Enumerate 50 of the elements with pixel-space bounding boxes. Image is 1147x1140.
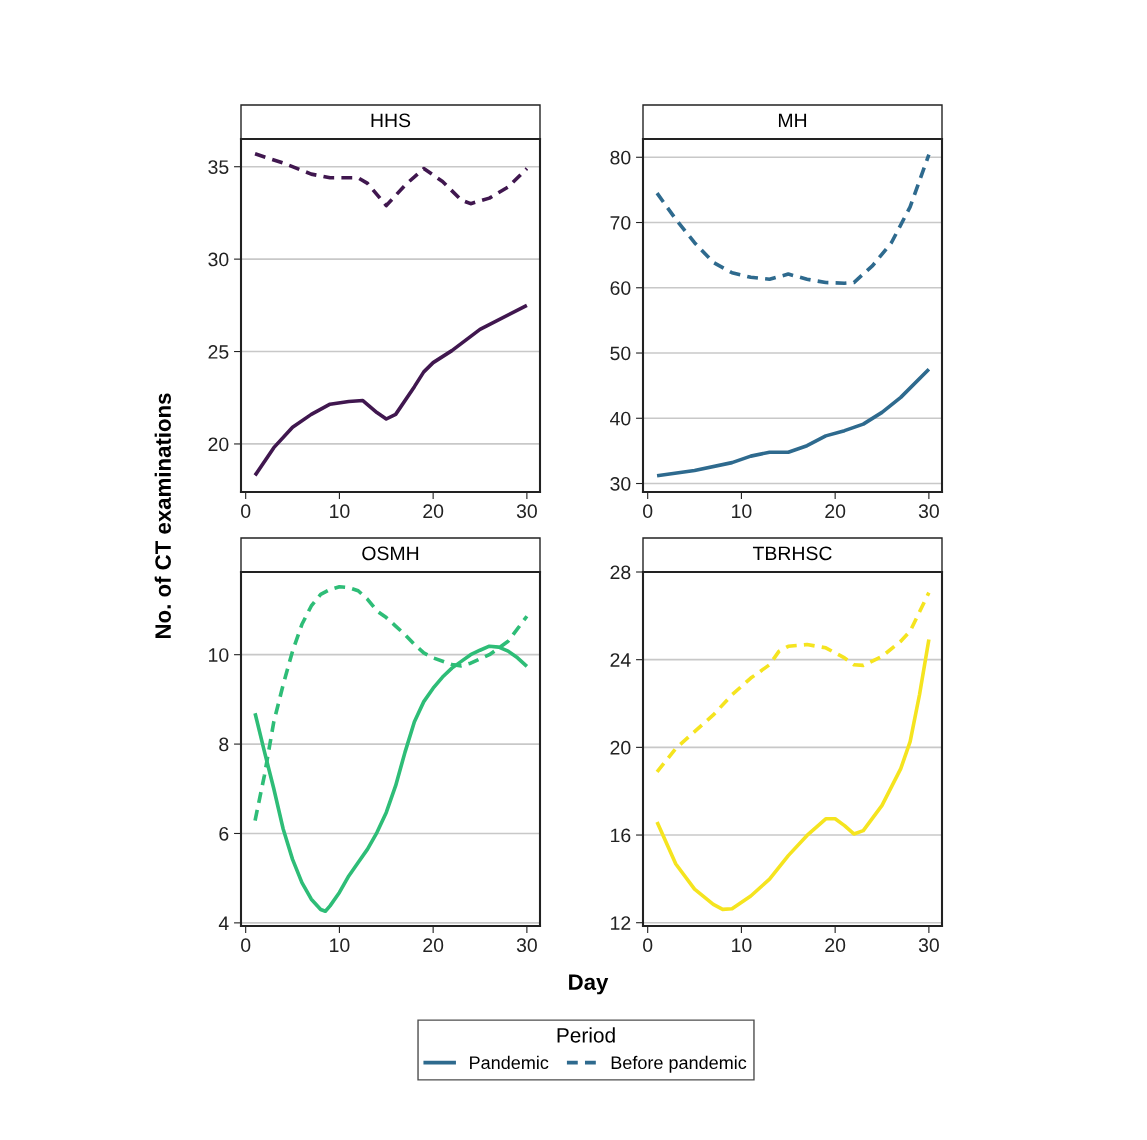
y-axis-title: No. of CT examinations [154,393,171,638]
x-axis-title: Day [569,974,609,995]
x-tick-label: 0 [643,504,653,519]
x-tick-label: 20 [825,938,846,953]
legend-label: Before pandemic [611,1055,747,1073]
y-tick-label: 20 [208,437,229,452]
y-tick-label: 20 [610,740,631,755]
legend-label: Pandemic [470,1055,549,1070]
x-tick-label: 10 [330,504,350,519]
line-series [655,590,931,774]
x-tick-label: 0 [241,938,251,953]
x-tick-label: 20 [825,504,846,519]
y-tick-label: 16 [611,828,631,843]
x-tick-label: 0 [643,938,653,953]
y-tick-label: 70 [610,215,631,230]
y-tick-label: 25 [208,345,229,359]
x-tick-label: 30 [918,504,939,519]
y-tick-label: 12 [611,916,631,930]
y-tick-label: 30 [208,252,229,267]
x-tick-label: 10 [732,504,752,519]
line-series [655,637,931,912]
chart-title: TBRHSC [752,546,832,561]
line-series [655,367,931,478]
legend-title: Period [557,1027,615,1043]
x-tick-label: 10 [330,938,350,953]
y-tick-label: 60 [610,281,631,296]
y-tick-label: 40 [610,411,631,426]
chart-title: MH [778,113,807,128]
y-tick-label: 4 [218,916,229,930]
x-tick-label: 20 [423,504,444,519]
y-tick-label: 24 [610,653,631,667]
y-tick-label: 28 [610,565,631,580]
x-tick-label: 30 [516,504,537,519]
x-tick-label: 30 [918,938,939,953]
y-tick-label: 35 [208,160,229,174]
y-tick-label: 50 [610,346,631,361]
line-series [253,303,529,478]
x-tick-label: 30 [516,938,537,953]
line-series [253,151,529,208]
y-tick-label: 6 [219,826,229,841]
chart-title: OSMH [362,546,419,561]
line-series [655,152,931,286]
y-tick-label: 8 [219,737,229,752]
y-tick-label: 80 [610,150,631,165]
y-tick-label: 30 [610,476,631,491]
chart-title: HHS [371,113,411,128]
x-tick-label: 10 [732,938,752,953]
x-tick-label: 0 [241,504,251,519]
y-tick-label: 10 [209,648,229,662]
x-tick-label: 20 [423,938,444,953]
